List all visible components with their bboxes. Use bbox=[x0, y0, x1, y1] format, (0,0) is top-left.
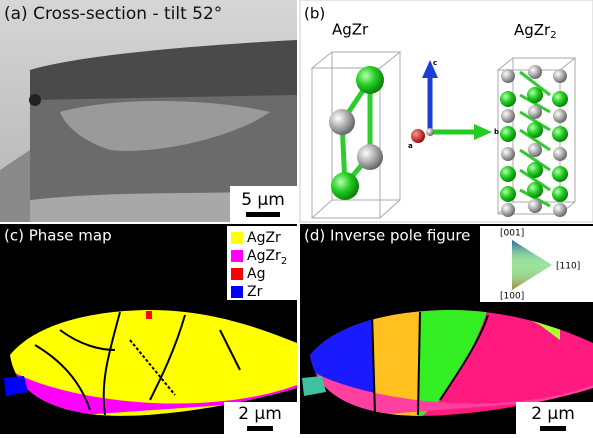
page: Figure {"panels": { "a": {"title": "(a) … bbox=[0, 0, 593, 434]
shape bbox=[246, 212, 280, 217]
atom bbox=[552, 166, 568, 182]
atom bbox=[528, 65, 542, 79]
panel-label: (b) bbox=[304, 5, 325, 23]
atom bbox=[500, 91, 516, 107]
atom bbox=[552, 186, 568, 202]
panel-title: (d) Inverse pole figure bbox=[304, 227, 470, 245]
legend-label-base: AgZr bbox=[247, 248, 281, 264]
shape bbox=[411, 129, 425, 143]
atom bbox=[528, 143, 542, 157]
atom bbox=[501, 69, 515, 83]
atom bbox=[527, 122, 543, 138]
shape bbox=[146, 311, 152, 319]
atom bbox=[527, 182, 543, 198]
shape bbox=[29, 94, 41, 106]
phase-label-base: AgZr bbox=[514, 21, 551, 39]
shape bbox=[356, 66, 384, 94]
atom bbox=[528, 199, 542, 213]
legend-label: AgZr bbox=[247, 230, 281, 246]
panel-title: (a) Cross-section - tilt 52° bbox=[4, 4, 222, 24]
scale-bar-label: 2 µm bbox=[238, 404, 282, 424]
atom bbox=[553, 147, 567, 161]
legend-label-sub: 2 bbox=[281, 256, 287, 267]
shape bbox=[329, 109, 355, 135]
scale-bar-label: 5 µm bbox=[241, 190, 285, 210]
ipf-label: [110] bbox=[556, 262, 580, 272]
atom bbox=[500, 126, 516, 142]
atom bbox=[553, 69, 567, 83]
panel-d: (d) Inverse pole figure [001] [110] [100… bbox=[300, 224, 593, 434]
atom bbox=[500, 186, 516, 202]
ipf-label: [001] bbox=[500, 229, 524, 239]
shape bbox=[426, 128, 434, 136]
axis-label: b bbox=[494, 128, 499, 136]
axis-label: a bbox=[408, 142, 413, 150]
panel-b: c a b (b) AgZr AgZr2 bbox=[300, 0, 593, 222]
legend-label: Ag bbox=[247, 266, 265, 282]
legend-label-base: Zr bbox=[247, 284, 263, 300]
atom bbox=[501, 203, 515, 217]
axis-label: c bbox=[433, 59, 437, 67]
legend-swatch bbox=[231, 232, 243, 244]
shape bbox=[331, 172, 359, 200]
atom bbox=[528, 105, 542, 119]
shape bbox=[540, 426, 566, 431]
legend-label-base: AgZr bbox=[247, 230, 281, 246]
atom bbox=[501, 147, 515, 161]
legend-swatch bbox=[231, 268, 243, 280]
panel-title: (c) Phase map bbox=[4, 227, 112, 245]
scale-bar-label: 2 µm bbox=[531, 404, 575, 424]
shape bbox=[357, 144, 383, 170]
atom bbox=[500, 166, 516, 182]
legend-label-base: Ag bbox=[247, 266, 265, 282]
phase-label-sub: 2 bbox=[550, 30, 556, 41]
legend-label: Zr bbox=[247, 284, 263, 300]
ipf-label: [100] bbox=[500, 292, 524, 302]
figure: (a) Cross-section - tilt 52° 5 µm c a b … bbox=[0, 0, 593, 434]
legend-swatch bbox=[231, 286, 243, 298]
shape bbox=[247, 426, 273, 431]
atom bbox=[553, 109, 567, 123]
panel-a: (a) Cross-section - tilt 52° 5 µm bbox=[0, 0, 297, 222]
atom bbox=[552, 126, 568, 142]
phase-label: AgZr bbox=[332, 21, 369, 39]
legend-swatch bbox=[231, 250, 243, 262]
phase-label: AgZr2 bbox=[514, 21, 557, 42]
atom bbox=[553, 203, 567, 217]
atom bbox=[527, 162, 543, 178]
body: (a) Cross-section - tilt 52° 5 µm c a b … bbox=[0, 0, 593, 434]
atom bbox=[527, 87, 543, 103]
atom bbox=[501, 109, 515, 123]
atom bbox=[552, 91, 568, 107]
